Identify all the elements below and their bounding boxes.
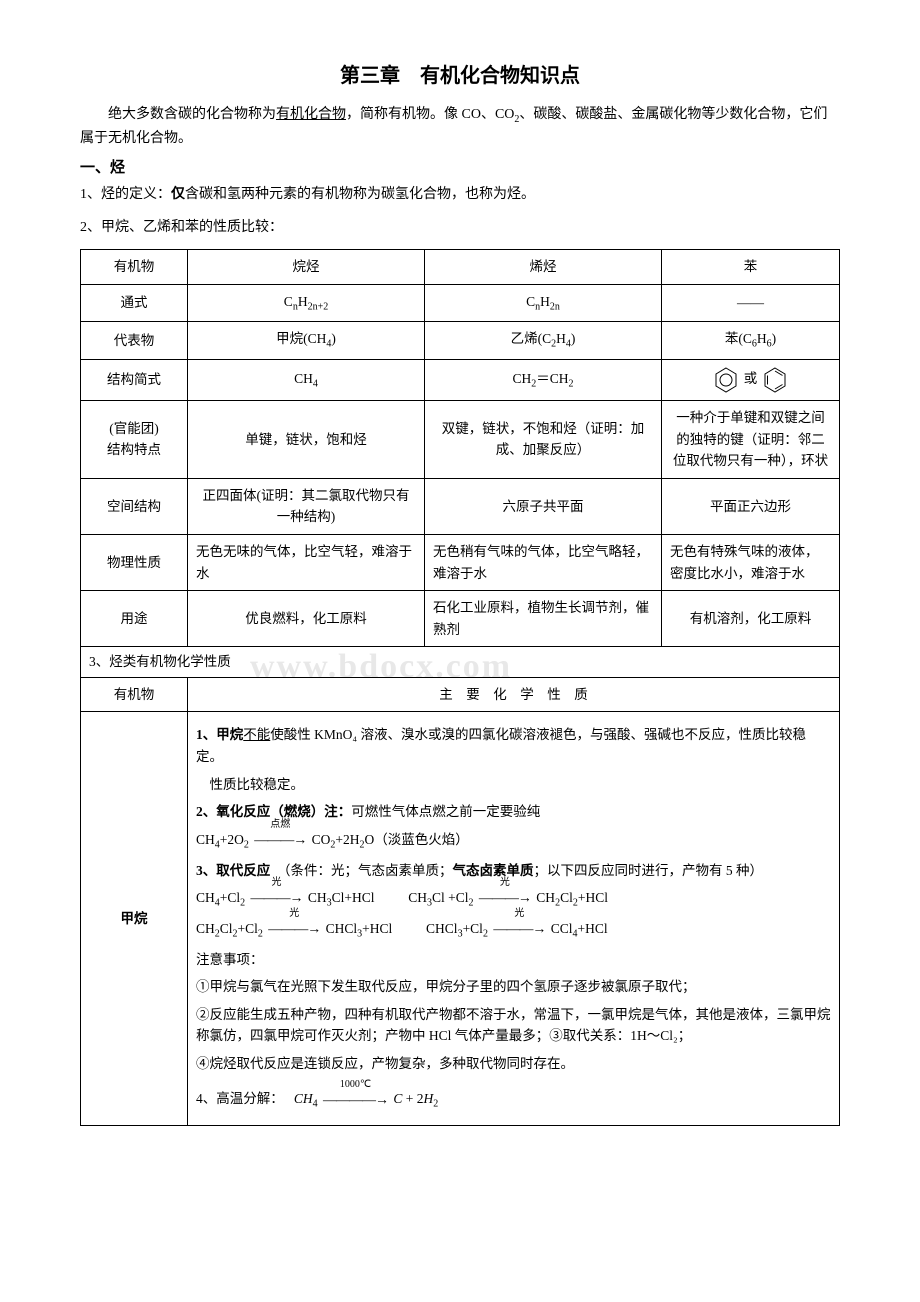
col-header: 烯烃: [425, 249, 662, 284]
methane-notes-head: 注意事项：: [196, 949, 831, 971]
benzene-separator: 或: [744, 371, 758, 386]
cell: 双键，链状，不饱和烃（证明：加成、加聚反应）: [425, 400, 662, 478]
col-header: 主 要 化 学 性 质: [188, 677, 840, 712]
table-row: 空间结构 正四面体(证明：其二氯取代物只有一种结构) 六原子共平面 平面正六边形: [81, 478, 840, 534]
cell: 正四面体(证明：其二氯取代物只有一种结构): [188, 478, 425, 534]
methane-p4: 4、高温分解： CH4 1000℃————→ C + 2H2: [196, 1088, 831, 1113]
row-label: 代表物: [81, 322, 188, 360]
cell: 苯(C6H6): [662, 322, 840, 360]
cell: 石化工业原料，植物生长调节剂，催熟剂: [425, 591, 662, 647]
cell: 无色无味的气体，比空气轻，难溶于水: [188, 534, 425, 590]
cell: 六原子共平面: [425, 478, 662, 534]
col-header: 烷烃: [188, 249, 425, 284]
cell: 无色有特殊气味的液体，密度比水小，难溶于水: [662, 534, 840, 590]
row-label: (官能团)结构特点: [81, 400, 188, 478]
row-label: 用途: [81, 591, 188, 647]
cell: 单键，链状，饱和烃: [188, 400, 425, 478]
table-row: 物理性质 无色无味的气体，比空气轻，难溶于水 无色稍有气味的气体，比空气略轻，难…: [81, 534, 840, 590]
methane-content: 1、甲烷不能使酸性 KMnO₄ 溶液、溴水或溴的四氯化碳溶液褪色，与强酸、强碱也…: [188, 712, 840, 1126]
cell: 无色稍有气味的气体，比空气略轻，难溶于水: [425, 534, 662, 590]
cell: 或: [662, 359, 840, 400]
methane-sub-eq2: CH2Cl2+Cl2 光———→ CHCl3+HCl CHCl3+Cl2 光——…: [196, 918, 831, 943]
col-header: 有机物: [81, 677, 188, 712]
table-row: 用途 优良燃料，化工原料 石化工业原料，植物生长调节剂，催熟剂 有机溶剂，化工原…: [81, 591, 840, 647]
table-row: 结构简式 CH4 CH2＝CH2 或: [81, 359, 840, 400]
page-title: 第三章 有机化合物知识点: [80, 60, 840, 92]
cell: 乙烯(C2H4): [425, 322, 662, 360]
cell: CnH2n+2: [188, 284, 425, 322]
benzene-kekule-icon: [761, 366, 789, 394]
intro-paragraph: 绝大多数含碳的化合物称为有机化合物，简称有机物。像 CO、CO2、碳酸、碳酸盐、…: [80, 104, 840, 150]
row-label: 结构简式: [81, 359, 188, 400]
row-label: 通式: [81, 284, 188, 322]
methane-note-1: ①甲烷与氯气在光照下发生取代反应，甲烷分子里的四个氢原子逐步被氯原子取代；: [196, 976, 831, 998]
section-3-heading: 3、烃类有机物化学性质: [81, 647, 840, 678]
cell: CH4: [188, 359, 425, 400]
cell: 甲烷(CH4): [188, 322, 425, 360]
cell: 优良燃料，化工原料: [188, 591, 425, 647]
methane-label: 甲烷: [81, 712, 188, 1126]
row-label: 物理性质: [81, 534, 188, 590]
col-header: 苯: [662, 249, 840, 284]
methane-note-4: ④烷烃取代反应是连锁反应，产物复杂，多种取代物同时存在。: [196, 1053, 831, 1075]
table-row: 有机物 主 要 化 学 性 质: [81, 677, 840, 712]
table-row: 有机物 烷烃 烯烃 苯: [81, 249, 840, 284]
cell: CnH2n: [425, 284, 662, 322]
section-1-item-2: 2、甲烷、乙烯和苯的性质比较：: [80, 217, 840, 239]
col-header: 有机物: [81, 249, 188, 284]
table-row: 通式 CnH2n+2 CnH2n ——: [81, 284, 840, 322]
cell: 有机溶剂，化工原料: [662, 591, 840, 647]
section-1-heading: 一、烃: [80, 156, 840, 180]
table-row: (官能团)结构特点 单键，链状，饱和烃 双键，链状，不饱和烃（证明：加成、加聚反…: [81, 400, 840, 478]
methane-note-2: ②反应能生成五种产物，四种有机取代产物都不溶于水，常温下，一氯甲烷是气体，其他是…: [196, 1004, 831, 1047]
section-1-item-1: 1、烃的定义：仅含碳和氢两种元素的有机物称为碳氢化合物，也称为烃。: [80, 184, 840, 206]
cell: CH2＝CH2: [425, 359, 662, 400]
cell: 平面正六边形: [662, 478, 840, 534]
table-row: 甲烷 1、甲烷不能使酸性 KMnO₄ 溶液、溴水或溴的四氯化碳溶液褪色，与强酸、…: [81, 712, 840, 1126]
table-row: 代表物 甲烷(CH4) 乙烯(C2H4) 苯(C6H6): [81, 322, 840, 360]
cell: ——: [662, 284, 840, 322]
methane-p1: 1、甲烷不能使酸性 KMnO₄ 溶液、溴水或溴的四氯化碳溶液褪色，与强酸、强碱也…: [196, 724, 831, 767]
cell: 一种介于单键和双键之间的独特的键（证明：邻二位取代物只有一种），环状: [662, 400, 840, 478]
benzene-circle-icon: [712, 366, 740, 394]
table-row: 3、烃类有机物化学性质: [81, 647, 840, 678]
comparison-table: 有机物 烷烃 烯烃 苯 通式 CnH2n+2 CnH2n —— 代表物 甲烷(C…: [80, 249, 840, 1126]
methane-combustion-eq: CH4+2O2 点燃———→ CO2+2H2O（淡蓝色火焰）: [196, 829, 831, 854]
row-label: 空间结构: [81, 478, 188, 534]
methane-p1-cont: 性质比较稳定。: [210, 774, 832, 796]
